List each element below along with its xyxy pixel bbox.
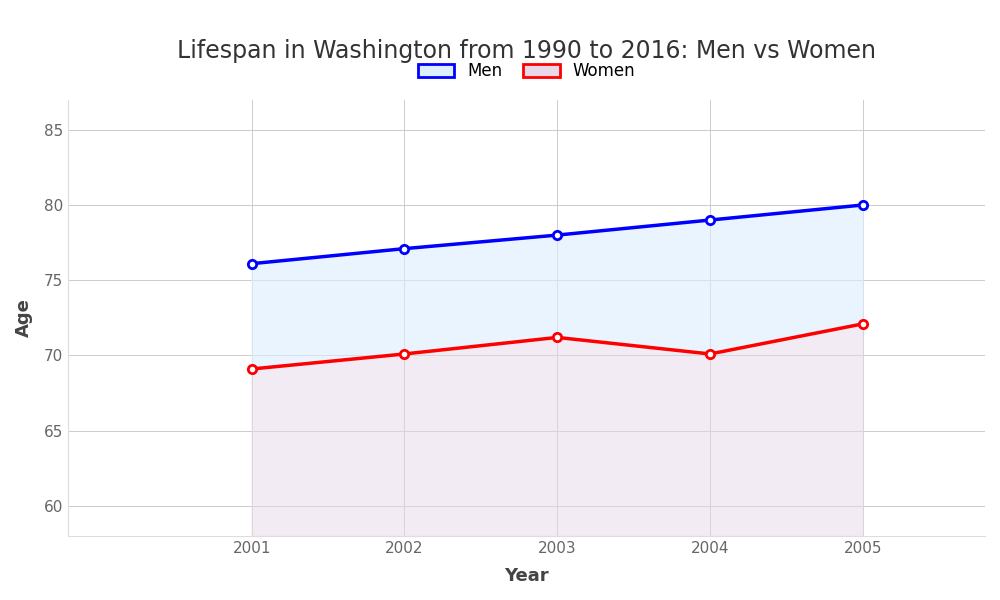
Y-axis label: Age: Age — [15, 298, 33, 337]
X-axis label: Year: Year — [504, 567, 549, 585]
Legend: Men, Women: Men, Women — [411, 56, 642, 87]
Title: Lifespan in Washington from 1990 to 2016: Men vs Women: Lifespan in Washington from 1990 to 2016… — [177, 39, 876, 63]
